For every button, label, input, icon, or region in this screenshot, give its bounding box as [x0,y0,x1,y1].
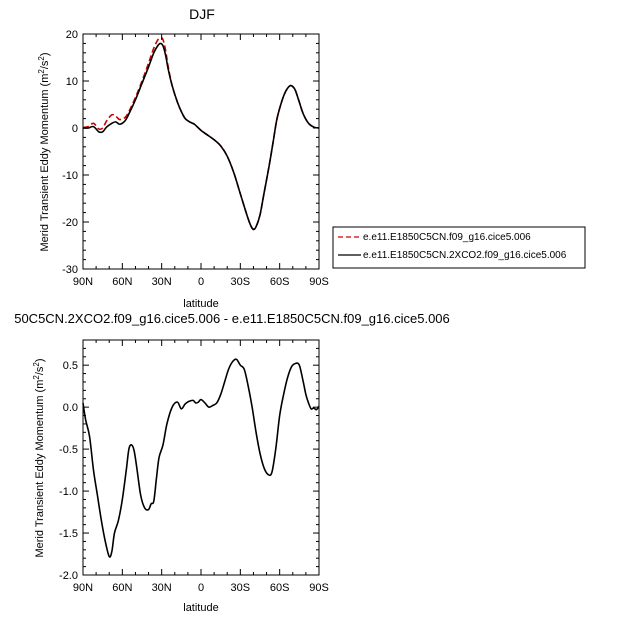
x-tick-label: 90S [309,582,329,594]
legend-box [332,226,586,269]
y-axis-label: Merid Transient Eddy Momentum (m2/s2) [32,358,46,557]
x-tick-label: 90S [309,276,329,288]
x-tick-label: 30N [152,276,172,288]
x-axis-label: latitude [183,298,218,310]
x-tick-label: 60N [112,582,132,594]
x-tick-label: 0 [198,276,204,288]
x-tick-label: 60S [270,582,290,594]
legend-label-control: e.e11.E1850C5CN.f09_g16.cice5.006 [363,232,531,243]
y-tick-label: 10 [66,76,78,88]
y-tick-label: -30 [62,264,78,276]
y-tick-label: 20 [66,29,78,41]
x-axis-label: latitude [183,602,218,614]
x-tick-label: 30S [231,582,251,594]
x-tick-label: 30N [152,582,172,594]
chart-title: DJF [189,6,215,22]
y-tick-label: -20 [62,217,78,229]
y-tick-label: -1.0 [59,486,78,498]
bottom-panel: 50C5CN.2XCO2.f09_g16.cice5.006 - e.e11.E… [14,311,450,614]
plot-frame-bottom [82,339,320,576]
y-tick-label: 0.0 [63,402,78,414]
x-tick-label: 60N [112,276,132,288]
y-axis-label: Merid Transient Eddy Momentum (m2/s2) [37,52,51,251]
series-line-2xco2 [82,42,320,231]
x-tick-label: 90N [73,276,93,288]
x-tick-label: 0 [198,582,204,594]
x-tick-label: 30S [231,276,251,288]
y-tick-label: -2.0 [59,570,78,582]
x-tick-label: 90N [73,582,93,594]
series-line-control [82,36,320,230]
series-line-difference [82,358,320,558]
x-tick-label: 60S [270,276,290,288]
y-tick-label: -1.5 [59,528,78,540]
plot-frame-top [82,33,320,270]
legend-label-2xco2: e.e11.E1850C5CN.2XCO2.f09_g16.cice5.006 [363,250,567,261]
y-tick-label: 0 [72,123,78,135]
legend: e.e11.E1850C5CN.f09_g16.cice5.006 e.e11.… [332,226,586,269]
top-panel: DJF 90N 60N 30N 0 30S 60S 90S -30 -20 -10 0 10 20 l… [37,6,329,310]
y-tick-label: -10 [62,170,78,182]
y-tick-label: -0.5 [59,444,78,456]
y-tick-label: 0.5 [63,360,78,372]
difference-title: 50C5CN.2XCO2.f09_g16.cice5.006 - e.e11.E… [14,311,450,326]
